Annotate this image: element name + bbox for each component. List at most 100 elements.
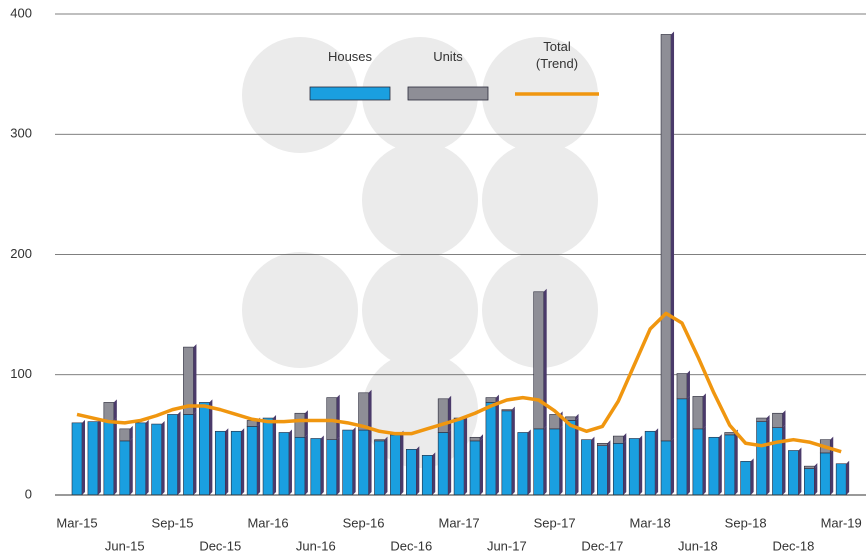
watermark-shape <box>362 142 478 258</box>
bar-segment <box>612 435 624 444</box>
y-tick-label: 400 <box>10 5 32 20</box>
bar-segment <box>740 461 751 496</box>
bar-segment <box>612 442 624 496</box>
bar-side <box>798 447 802 495</box>
x-tick-label: Mar-15 <box>56 515 97 530</box>
bar-side <box>702 425 706 495</box>
bar-segment <box>581 439 592 496</box>
bar-segment <box>533 428 544 496</box>
bar-side <box>400 431 404 495</box>
bar-segment <box>374 440 385 496</box>
watermark <box>242 37 598 468</box>
bar-side <box>718 434 722 495</box>
x-tick-label: Jun-15 <box>105 538 145 553</box>
bar-segment <box>533 291 544 430</box>
x-tick-label: Mar-16 <box>247 515 288 530</box>
bar-side <box>495 394 499 403</box>
bar-side <box>623 440 627 495</box>
bar-side <box>129 425 133 441</box>
bar-segment <box>517 432 529 496</box>
x-tick-label: Mar-19 <box>821 515 862 530</box>
bar-segment <box>565 420 576 496</box>
y-tick-label: 300 <box>10 126 32 141</box>
bar-segment <box>660 440 672 496</box>
bar-side <box>575 413 579 421</box>
bar-segment <box>676 398 688 496</box>
bar-segment <box>151 423 162 496</box>
bar-side <box>177 411 181 495</box>
bar-segment <box>772 427 783 496</box>
legend-label: Houses <box>328 49 373 64</box>
bar-segment <box>167 414 178 496</box>
x-tick-label: Mar-17 <box>438 515 479 530</box>
bar-side <box>750 458 754 495</box>
bar-side <box>304 434 308 495</box>
bar-segment <box>819 452 831 496</box>
bar-side <box>241 428 245 495</box>
bar-segment <box>87 421 99 496</box>
bar-segment <box>310 438 322 496</box>
watermark-shape <box>242 252 358 368</box>
y-tick-label: 200 <box>10 246 32 261</box>
bar-segment <box>135 422 146 496</box>
bar-side <box>830 449 834 495</box>
bar-side <box>782 424 786 495</box>
bar-segment <box>71 422 83 496</box>
bar-segment <box>692 428 704 496</box>
bar-segment <box>119 428 131 442</box>
bar-side <box>671 31 675 441</box>
bar-segment <box>469 440 481 496</box>
y-tick-label: 0 <box>25 486 32 501</box>
bar-segment <box>628 438 640 496</box>
bar-side <box>766 418 770 495</box>
bar-segment <box>421 455 433 496</box>
x-tick-label: Dec-17 <box>581 538 623 553</box>
bar-segment <box>644 430 656 496</box>
bar-segment <box>804 465 815 469</box>
bar-segment <box>453 418 465 496</box>
bar-segment <box>390 434 401 496</box>
bar-side <box>145 419 149 495</box>
bar-segment <box>756 417 767 422</box>
bar-side <box>511 406 515 411</box>
bar-side <box>82 419 85 495</box>
legend-label: Units <box>433 49 463 64</box>
bar-segment <box>485 402 497 496</box>
bar-segment <box>374 439 385 442</box>
bar-side <box>607 442 611 495</box>
watermark-shape <box>242 37 358 153</box>
bar-segment <box>772 412 783 428</box>
bar-side <box>480 434 483 441</box>
bar-segment <box>676 373 688 400</box>
bar-segment <box>597 442 608 446</box>
bar-side <box>336 394 340 440</box>
bar-side <box>527 429 531 495</box>
bar-segment <box>724 434 736 496</box>
x-tick-label: Sep-15 <box>152 515 194 530</box>
bar-segment <box>549 428 560 496</box>
bar-side <box>671 437 675 495</box>
bar-side <box>543 288 547 429</box>
bar-segment <box>246 426 258 496</box>
bar-segment <box>199 402 210 496</box>
bar-side <box>352 427 356 495</box>
legend-swatch <box>407 86 489 101</box>
bar-segment <box>501 409 513 412</box>
bar-segment <box>326 439 338 496</box>
x-tick-label: Dec-18 <box>772 538 814 553</box>
bar-side <box>113 417 117 495</box>
bar-segment <box>103 402 115 421</box>
bar-segment <box>724 432 736 436</box>
bar-side <box>368 389 372 431</box>
bar-segment <box>708 436 720 496</box>
bar-segment <box>358 429 369 496</box>
bar-side <box>846 460 850 495</box>
bar-segment <box>660 34 672 442</box>
watermark-shape <box>482 142 598 258</box>
bar-segment <box>835 463 847 496</box>
x-tick-label: Jun-18 <box>678 538 718 553</box>
bar-side <box>432 452 436 495</box>
bar-segment <box>437 432 449 496</box>
bar-segment <box>294 436 306 496</box>
bar-segment <box>103 420 115 496</box>
